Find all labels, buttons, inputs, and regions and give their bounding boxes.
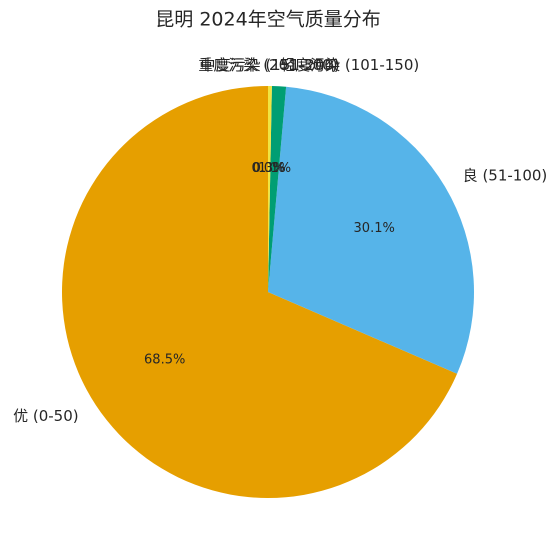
percent-label: 0.3% [253,161,286,176]
slice-label: 良 (51-100) [463,167,548,185]
slice-label: 中度污染 (151-200) [201,56,340,74]
chart-title: 昆明 2024年空气质量分布 [155,9,380,31]
pie-slice [268,86,475,374]
slice-label: 优 (0-50) [13,407,79,425]
pie-slice [268,86,272,292]
percent-label: 68.5% [144,352,185,367]
slice-label: 重度污染 (201-300) [198,56,337,74]
percent-label: 0.0% [251,161,284,176]
percent-label: 30.1% [354,221,395,236]
pie-slice [268,86,287,293]
pie-slice [62,86,458,499]
percent-label: 1.1% [258,161,291,176]
slice-label: 轻度污染 (101-150) [280,56,419,74]
